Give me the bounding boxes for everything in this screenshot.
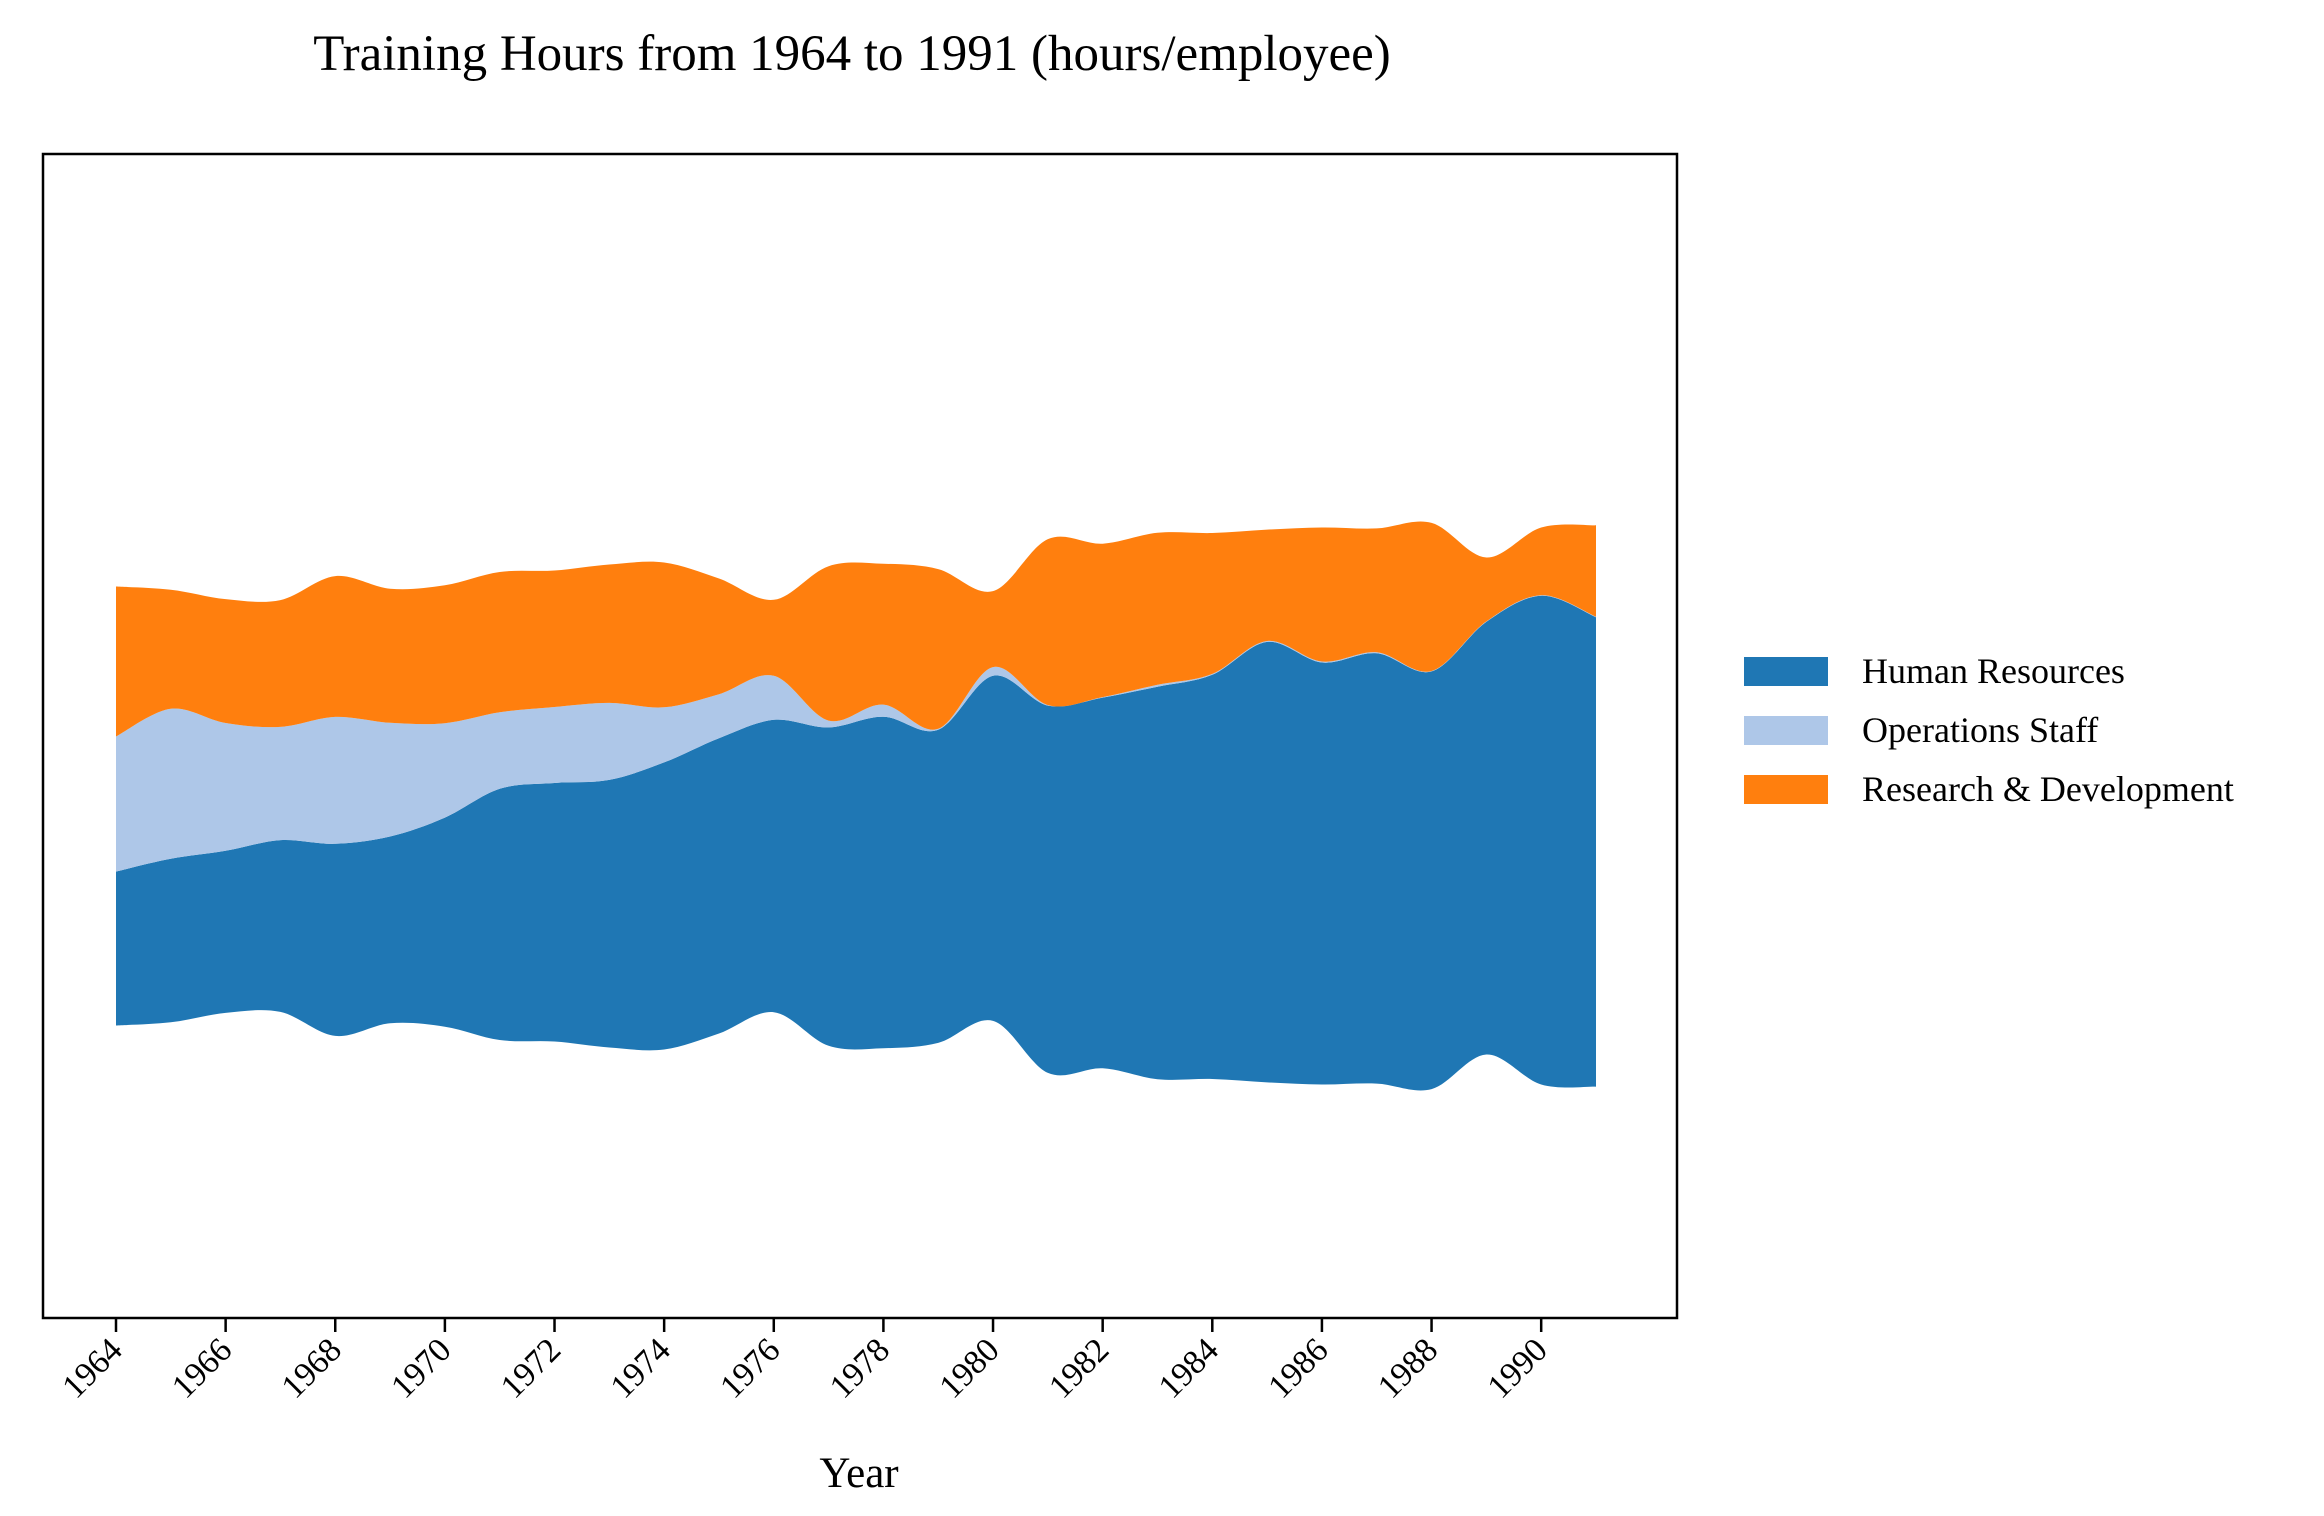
stream-area-research-development (116, 521, 1596, 737)
chart-title: Training Hours from 1964 to 1991 (hours/… (313, 26, 1391, 82)
x-tick-label: 1968 (275, 1331, 349, 1405)
x-tick-label: 1982 (1042, 1331, 1116, 1405)
x-tick-label: 1976 (713, 1331, 787, 1405)
x-tick-label: 1980 (932, 1331, 1006, 1405)
stream-area-operations-staff (116, 595, 1596, 872)
stream-areas (116, 521, 1596, 1091)
legend-swatch (1744, 775, 1828, 804)
legend-label: Human Resources (1862, 651, 2125, 691)
legend-swatch (1744, 657, 1828, 686)
x-tick-label: 1988 (1371, 1331, 1445, 1405)
x-axis-ticks: 1964 1966 1968 1970 1972 1974 1976 1978 1980 1982… (55, 1318, 1555, 1406)
legend-swatch (1744, 716, 1828, 745)
legend: Human Resources Operations Staff Research … (1744, 651, 2234, 809)
x-axis-label: Year (819, 1450, 898, 1497)
x-tick-label: 1974 (604, 1331, 678, 1405)
x-tick-label: 1978 (823, 1331, 897, 1405)
stream-area-human-resources (116, 595, 1596, 1091)
x-tick-label: 1970 (384, 1331, 458, 1405)
plot-frame (41, 152, 1679, 1320)
legend-label: Research & Development (1862, 769, 2234, 809)
x-tick-label: 1966 (165, 1331, 239, 1405)
x-tick-label: 1986 (1261, 1331, 1335, 1405)
legend-label: Operations Staff (1862, 710, 2098, 750)
x-tick-label: 1984 (1152, 1331, 1226, 1405)
x-tick-label: 1972 (494, 1331, 568, 1405)
x-tick-label: 1964 (55, 1331, 129, 1405)
x-tick-label: 1990 (1481, 1331, 1555, 1405)
